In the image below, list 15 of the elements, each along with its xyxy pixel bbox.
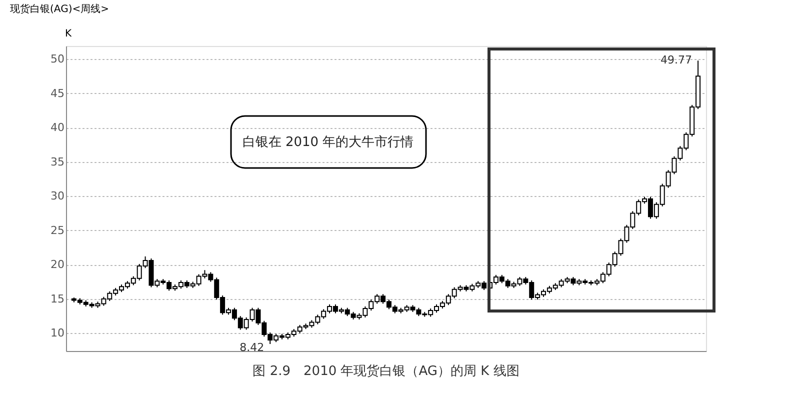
y-tick-label: 20: [50, 258, 64, 272]
annotation: 8.42: [240, 341, 264, 354]
chart-title: 现货白银(AG)<周线>: [10, 3, 109, 15]
y-tick-label: 30: [50, 190, 64, 203]
y-tick-label: 40: [50, 121, 64, 134]
y-tick-label: 10: [50, 326, 64, 340]
y-tick-label: 50: [50, 52, 64, 66]
y-tick-label: 15: [50, 292, 64, 306]
annotation: 白银在 2010 年的大牛市行情: [242, 135, 414, 150]
y-tick-label: 35: [50, 155, 64, 168]
caption: 图 2.9 2010 年现货白银（AG）的周 K 线图: [252, 364, 520, 379]
y-tick-label: 25: [50, 224, 64, 237]
y-tick-label: 45: [50, 86, 64, 100]
annotation: 49.77: [660, 54, 692, 67]
y-axis-title: K: [64, 28, 72, 40]
